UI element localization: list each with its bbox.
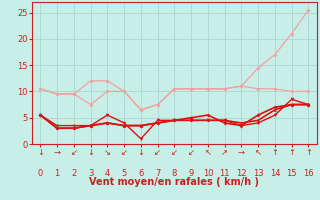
Text: 6: 6 [138, 169, 144, 178]
Text: 15: 15 [286, 169, 297, 178]
Text: 12: 12 [236, 169, 247, 178]
Text: 11: 11 [220, 169, 230, 178]
Text: 16: 16 [303, 169, 314, 178]
Text: 13: 13 [253, 169, 263, 178]
Text: 14: 14 [270, 169, 280, 178]
Text: 1: 1 [54, 169, 60, 178]
Text: 5: 5 [122, 169, 127, 178]
Text: 3: 3 [88, 169, 93, 178]
Text: 4: 4 [105, 169, 110, 178]
Text: 10: 10 [203, 169, 213, 178]
Text: 8: 8 [172, 169, 177, 178]
Text: 9: 9 [188, 169, 194, 178]
Text: 2: 2 [71, 169, 76, 178]
Text: 0: 0 [38, 169, 43, 178]
X-axis label: Vent moyen/en rafales ( km/h ): Vent moyen/en rafales ( km/h ) [89, 177, 260, 187]
Text: 7: 7 [155, 169, 160, 178]
